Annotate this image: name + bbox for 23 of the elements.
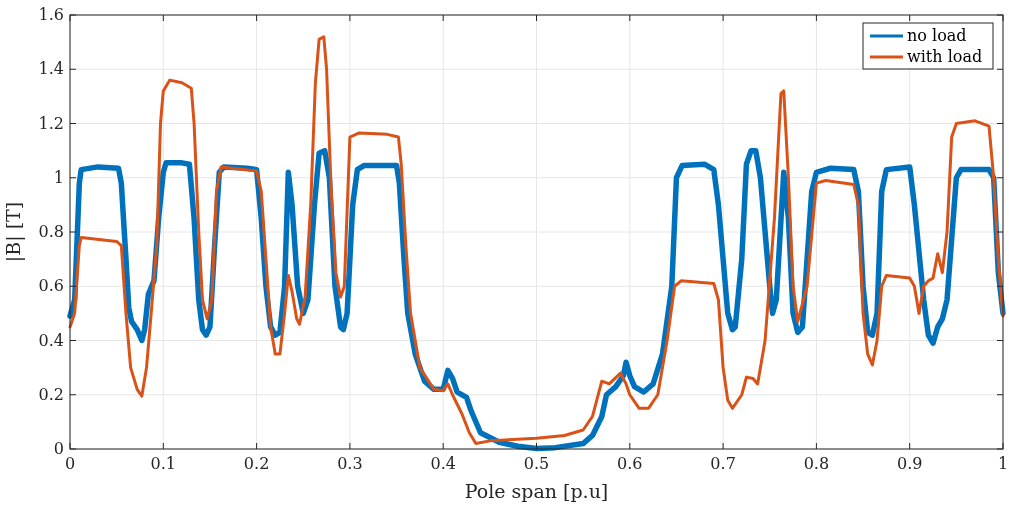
y-axis-title: |B| [T] [2,201,25,263]
y-tick-label: 0 [53,439,64,458]
x-axis-title: Pole span [p.u] [464,480,609,502]
x-tick-label: 0.6 [617,454,643,473]
x-tick-label: 0.4 [430,454,456,473]
x-tick-label: 0.7 [710,454,736,473]
y-tick-label: 0.2 [38,384,64,404]
y-tick-label: 1.4 [38,59,64,79]
x-tick-label: 0.9 [896,454,923,473]
y-tick-label: 1 [53,167,64,187]
y-tick-label: 1.6 [38,5,64,24]
x-tick-label: 0.1 [150,454,177,473]
y-tick-label: 1.2 [38,113,64,133]
x-tick-label: 1 [997,454,1009,473]
y-tick-label: 0.8 [38,222,64,241]
x-tick-label: 0.3 [337,454,363,473]
legend-label: no load [907,26,967,45]
x-tick-label: 0.2 [243,454,270,473]
x-tick-label: 0.8 [803,454,830,473]
y-tick-label: 0.6 [38,276,64,296]
legend-label: with load [907,47,983,66]
y-tick-label: 0.4 [38,330,64,350]
x-tick-label: 0.5 [523,454,550,473]
